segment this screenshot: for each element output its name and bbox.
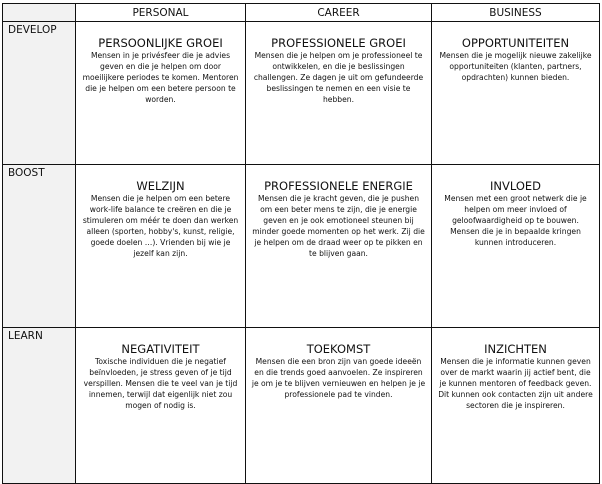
cell-title: PERSOONLIJKE GROEI	[98, 36, 223, 50]
network-matrix-table: PERSONAL CAREER BUSINESS DEVELOP PERSOON…	[2, 3, 600, 484]
corner-cell	[2, 3, 76, 22]
cell-toekomst: TOEKOMST Mensen die een bron zijn van goe…	[245, 327, 432, 484]
cell-title: PROFESSIONELE ENERGIE	[264, 179, 413, 193]
cell-body: Mensen in je privésfeer die je advies ge…	[82, 51, 239, 104]
cell-title: TOEKOMST	[306, 342, 371, 356]
column-header-business: BUSINESS	[431, 3, 600, 22]
cell-opportuniteiten: OPPORTUNITEITEN Mensen die je mogelijk ni…	[431, 21, 600, 165]
cell-invloed: INVLOED Mensen met een groot netwerk die …	[431, 164, 600, 328]
cell-title: PROFESSIONELE GROEI	[271, 36, 406, 50]
cell-title: OPPORTUNITEITEN	[461, 36, 570, 50]
cell-title: NEGATIVITEIT	[121, 342, 200, 356]
row-boost: BOOST WELZIJN Mensen die je helpen om een…	[2, 164, 600, 328]
cell-body: Mensen die een bron zijn van goede ideeë…	[251, 357, 426, 399]
cell-title: INZICHTEN	[484, 342, 547, 356]
cell-professionele-energie: PROFESSIONELE ENERGIE Mensen die je krach…	[245, 164, 432, 328]
column-header-career: CAREER	[245, 3, 432, 22]
cell-body: Mensen die je helpen om je professioneel…	[253, 51, 424, 104]
row-label-learn: LEARN	[2, 327, 76, 484]
cell-persoonlijke-groei: PERSOONLIJKE GROEI Mensen in je privésfee…	[75, 21, 246, 165]
cell-body: Mensen die je kracht geven, die je pushe…	[252, 194, 425, 258]
cell-body: Mensen met een groot netwerk die je help…	[444, 194, 587, 247]
cell-professionele-groei: PROFESSIONELE GROEI Mensen die je helpen …	[245, 21, 432, 165]
cell-negativiteit: NEGATIVITEIT Toxische individuen die je n…	[75, 327, 246, 484]
row-learn: LEARN NEGATIVITEIT Toxische individuen di…	[2, 327, 600, 484]
cell-body: Mensen die je mogelijk nieuwe zakelijke …	[439, 51, 592, 82]
cell-body: Toxische individuen die je negatief beïn…	[83, 357, 238, 410]
column-header-personal: PERSONAL	[75, 3, 246, 22]
header-row: PERSONAL CAREER BUSINESS	[2, 3, 600, 22]
row-label-boost: BOOST	[2, 164, 76, 328]
row-label-develop: DEVELOP	[2, 21, 76, 165]
cell-title: INVLOED	[489, 179, 542, 193]
cell-title: WELZIJN	[136, 179, 185, 193]
cell-welzijn: WELZIJN Mensen die je helpen om een beter…	[75, 164, 246, 328]
cell-body: Mensen die je informatie kunnen geven ov…	[438, 357, 593, 410]
cell-body: Mensen die je helpen om een betere work-…	[82, 194, 239, 258]
row-develop: DEVELOP PERSOONLIJKE GROEI Mensen in je p…	[2, 21, 600, 165]
cell-inzichten: INZICHTEN Mensen die je informatie kunnen…	[431, 327, 600, 484]
